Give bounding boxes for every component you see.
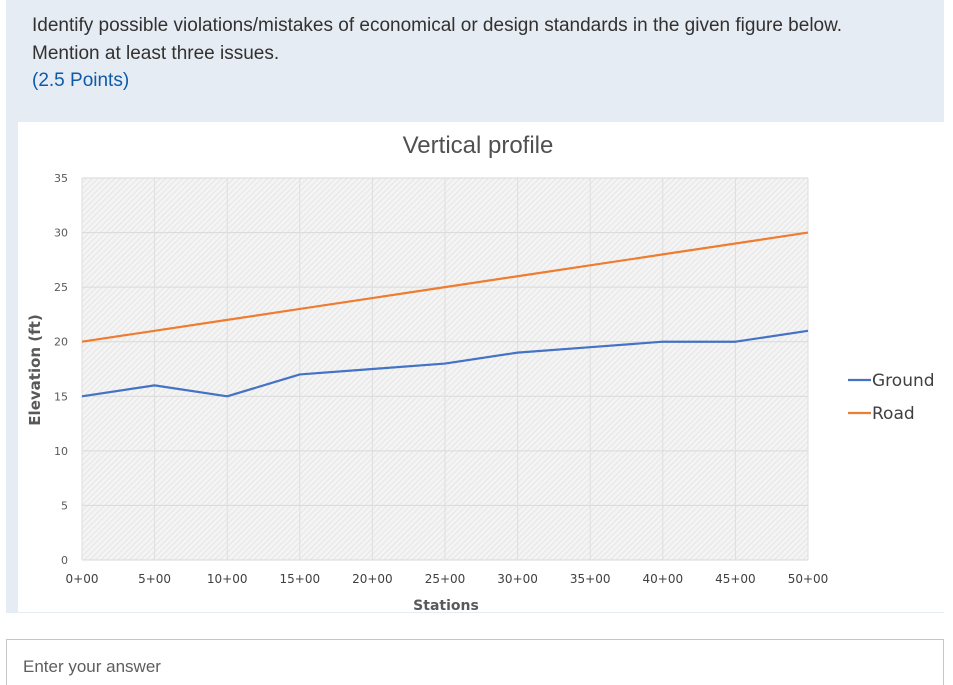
question-points: (2.5 Points)	[32, 70, 130, 91]
legend-label-road: Road	[872, 404, 915, 424]
answer-input[interactable]	[7, 640, 943, 685]
x-tick-label: 5+00	[138, 572, 171, 586]
y-tick-label: 30	[54, 227, 68, 240]
x-tick-label: 20+00	[352, 572, 393, 586]
y-tick-label: 0	[61, 554, 68, 567]
question-panel: Identify possible violations/mistakes of…	[6, 0, 948, 613]
x-tick-label: 0+00	[66, 572, 99, 586]
x-tick-label: 30+00	[497, 572, 538, 586]
y-tick-label: 10	[54, 445, 68, 458]
y-tick-label: 35	[54, 172, 68, 185]
question-text: Identify possible violations/mistakes of…	[32, 15, 843, 64]
x-tick-label: 50+00	[788, 572, 829, 586]
answer-field-container[interactable]	[6, 639, 944, 685]
legend-label-ground: Ground	[872, 371, 935, 391]
x-tick-label: 45+00	[715, 572, 756, 586]
vertical-profile-chart: 0 5 10 15 20 25 30 35 0+00 5+00 10+00 15+00 20+00 25+…	[26, 132, 935, 612]
y-axis-label: Elevation (ft)	[26, 314, 44, 425]
x-tick-label: 35+00	[570, 572, 611, 586]
x-axis-label: Stations	[413, 598, 479, 612]
y-tick-label: 15	[54, 390, 68, 403]
x-tick-label: 15+00	[280, 572, 321, 586]
chart-image: 0 5 10 15 20 25 30 35 0+00 5+00 10+00 15+00 20+00 25+…	[18, 122, 948, 612]
y-tick-label: 20	[54, 336, 68, 349]
y-tick-label: 25	[54, 281, 68, 294]
x-tick-label: 10+00	[207, 572, 248, 586]
x-tick-label: 40+00	[643, 572, 684, 586]
y-tick-label: 5	[61, 499, 68, 512]
x-tick-label: 25+00	[425, 572, 466, 586]
chart-title: Vertical profile	[403, 132, 554, 159]
